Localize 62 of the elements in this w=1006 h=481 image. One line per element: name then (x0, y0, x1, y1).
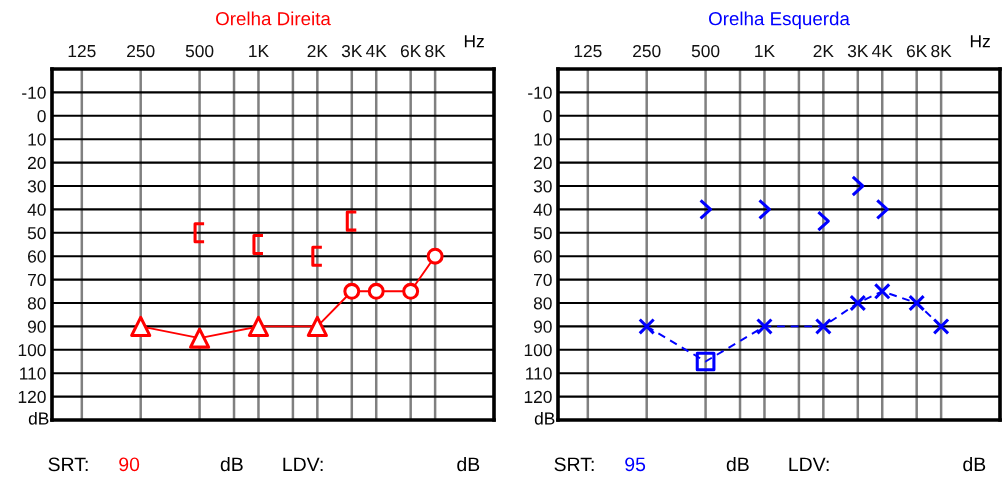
y-tick-label: 0 (37, 109, 46, 123)
y-tick-label: 100 (524, 343, 552, 357)
y-tick-label: 20 (534, 156, 552, 170)
y-tick-label: 40 (27, 203, 46, 216)
y-tick-label: -10 (22, 86, 46, 99)
y-tick-label: 90 (533, 320, 552, 333)
y-tick-label: 60 (28, 250, 46, 263)
chart-title: Orelha Esquerda (709, 11, 850, 30)
y-tick-label: 70 (28, 273, 46, 287)
y-tick-label: 80 (533, 297, 552, 310)
y-tick-label: 20 (28, 156, 46, 170)
x-tick-label: 500 (691, 44, 720, 58)
x-tick-label: 8K (425, 44, 446, 58)
y-tick-label: 110 (20, 367, 46, 380)
text: LDV: (283, 457, 323, 472)
y-tick-label: 30 (533, 180, 552, 193)
x-tick-label: 3K (847, 44, 869, 58)
text: SRT: (554, 457, 594, 472)
x-tick-label: 2K (813, 44, 834, 58)
x-tick-label: 125 (68, 44, 96, 58)
y-tick-label: 10 (28, 133, 46, 146)
y-tick-label: 30 (27, 180, 46, 193)
y-tick-label: 100 (18, 343, 46, 357)
y-axis-title: dB (28, 411, 49, 425)
y-tick-label: 50 (533, 226, 552, 240)
y-tick-label: 110 (526, 367, 552, 380)
y-tick-label: 120 (524, 390, 552, 404)
x-tick-label: 125 (574, 44, 602, 58)
text: LDV: (789, 457, 829, 472)
y-tick-label: 60 (534, 250, 552, 263)
x-tick-label: 6K (400, 44, 422, 58)
text: dB (457, 456, 480, 472)
x-tick-label: 250 (127, 44, 155, 58)
x-tick-label: 2K (307, 44, 328, 58)
x-tick-label: 1K (249, 45, 269, 58)
text: 95 (625, 457, 646, 472)
y-tick-label: 50 (27, 226, 46, 240)
x-axis-title: Hz (970, 35, 990, 48)
y-tick-label: 70 (534, 273, 552, 287)
x-tick-label: 8K (931, 44, 952, 58)
text: 90 (119, 457, 140, 472)
y-tick-label: 10 (534, 133, 552, 146)
x-tick-label: 1K (755, 45, 775, 58)
y-tick-label: 40 (533, 203, 552, 216)
x-axis-title: Hz (464, 35, 484, 48)
text: dB (220, 456, 243, 472)
x-tick-label: 250 (633, 44, 661, 58)
text: SRT: (48, 457, 88, 472)
x-tick-label: 6K (906, 44, 928, 58)
text: dB (726, 456, 749, 472)
y-axis-title: dB (534, 411, 555, 425)
y-tick-label: -10 (528, 86, 552, 99)
y-tick-label: 0 (543, 109, 552, 123)
x-tick-label: 4K (366, 45, 387, 58)
x-tick-label: 4K (872, 45, 893, 58)
chart-title: Orelha Direita (216, 11, 331, 26)
y-tick-label: 120 (18, 390, 46, 404)
text: dB (963, 456, 986, 472)
x-tick-label: 500 (185, 44, 214, 58)
y-tick-label: 80 (27, 297, 46, 310)
y-tick-label: 90 (27, 320, 46, 333)
x-tick-label: 3K (341, 44, 363, 58)
